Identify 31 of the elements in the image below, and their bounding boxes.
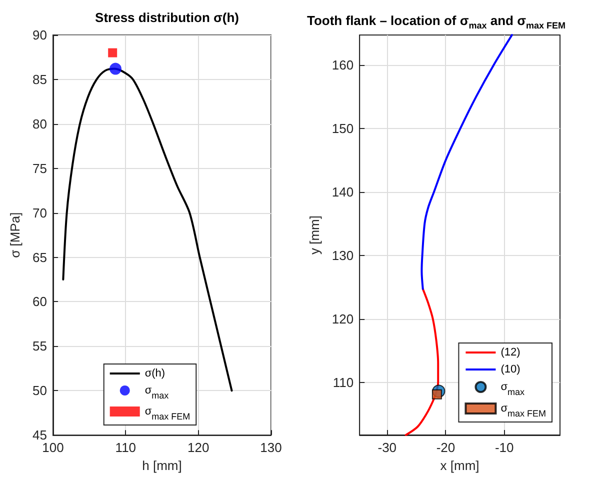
y-tick-label: 85 (32, 72, 47, 87)
y-tick-label: 110 (332, 374, 354, 390)
y-tick-label: 90 (32, 28, 47, 42)
y-tick-label: 65 (32, 250, 47, 265)
legend-label: σ(h) (144, 368, 166, 380)
x-tick-label: 130 (260, 440, 282, 456)
y-tick-label: 130 (332, 248, 354, 263)
y-tick-label: 150 (332, 120, 354, 136)
legend-label: (10) (500, 364, 520, 376)
x-tick-label: 120 (187, 440, 210, 456)
x-tick-label: -30 (378, 440, 397, 455)
y-tick-label: 55 (32, 338, 47, 354)
x-tick-label: 100 (42, 440, 64, 456)
x-tick-label: 110 (115, 440, 136, 456)
legend-label: (12) (500, 346, 520, 358)
y-tick-label: 140 (332, 184, 354, 200)
y-tick-label: 75 (32, 160, 47, 176)
chart-title: Stress distribution σ(h) (95, 10, 239, 25)
y-tick-label: 60 (32, 294, 47, 310)
y-tick-label: 80 (32, 116, 47, 132)
y-tick-label: 70 (32, 205, 47, 220)
x-tick-label: -20 (436, 440, 456, 455)
x-tick-label: -10 (494, 440, 514, 455)
y-tick-label: 50 (32, 383, 47, 398)
y-tick-label: 160 (332, 57, 354, 72)
y-axis-title: σ [MPa] (8, 212, 23, 258)
y-axis-title: y [mm] (307, 216, 322, 254)
x-axis-title: x [mm] (440, 458, 480, 473)
y-tick-label: 45 (32, 428, 47, 443)
y-tick-label: 120 (332, 311, 354, 326)
x-axis-title: h [mm] (142, 458, 182, 473)
